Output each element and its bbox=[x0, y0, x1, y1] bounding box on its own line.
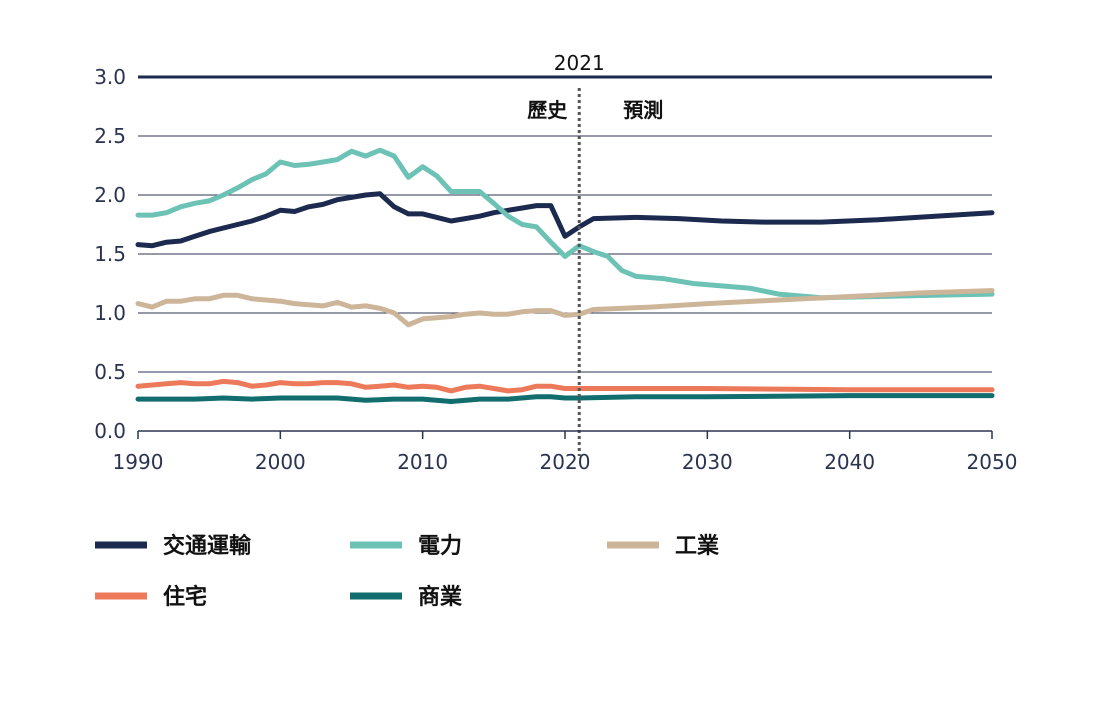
x-tick-label: 2010 bbox=[397, 450, 448, 474]
forecast-label: 預測 bbox=[623, 98, 663, 122]
series-line bbox=[135, 191, 995, 249]
legend-label: 交通運輸 bbox=[163, 533, 252, 559]
y-tick-label: 3.0 bbox=[94, 65, 126, 89]
series-line bbox=[135, 393, 995, 404]
y-tick-label: 1.0 bbox=[94, 301, 126, 325]
divider: 2021 歷史 預測 bbox=[527, 51, 663, 456]
y-tick-label: 0.0 bbox=[94, 419, 126, 443]
series-line bbox=[135, 147, 995, 301]
legend-label: 住宅 bbox=[163, 584, 207, 610]
legend-label: 工業 bbox=[675, 534, 720, 559]
legend-label: 商業 bbox=[418, 584, 463, 610]
x-tick-label: 2020 bbox=[540, 450, 591, 474]
series-line bbox=[135, 288, 995, 328]
x-tick-label: 2040 bbox=[824, 450, 875, 474]
history-label: 歷史 bbox=[527, 98, 568, 122]
divider-year-label: 2021 bbox=[554, 51, 605, 75]
legend-label: 電力 bbox=[418, 534, 462, 559]
series-lines bbox=[135, 147, 995, 404]
x-tick-label: 2000 bbox=[255, 450, 306, 474]
x-tick-label: 2050 bbox=[967, 450, 1018, 474]
y-tick-label: 2.5 bbox=[94, 124, 126, 148]
y-tick-label: 0.5 bbox=[94, 360, 126, 384]
gridlines bbox=[138, 75, 992, 432]
series-line bbox=[135, 378, 995, 394]
y-tick-label: 2.0 bbox=[94, 183, 126, 207]
x-tick-label: 1990 bbox=[113, 450, 164, 474]
x-tick-label: 2030 bbox=[682, 450, 733, 474]
y-tick-label: 1.5 bbox=[94, 242, 126, 266]
axes: 0.0 0.5 1.0 1.5 2.0 2.5 3.0 1990 2000 2010 2020 203… bbox=[94, 65, 1017, 474]
